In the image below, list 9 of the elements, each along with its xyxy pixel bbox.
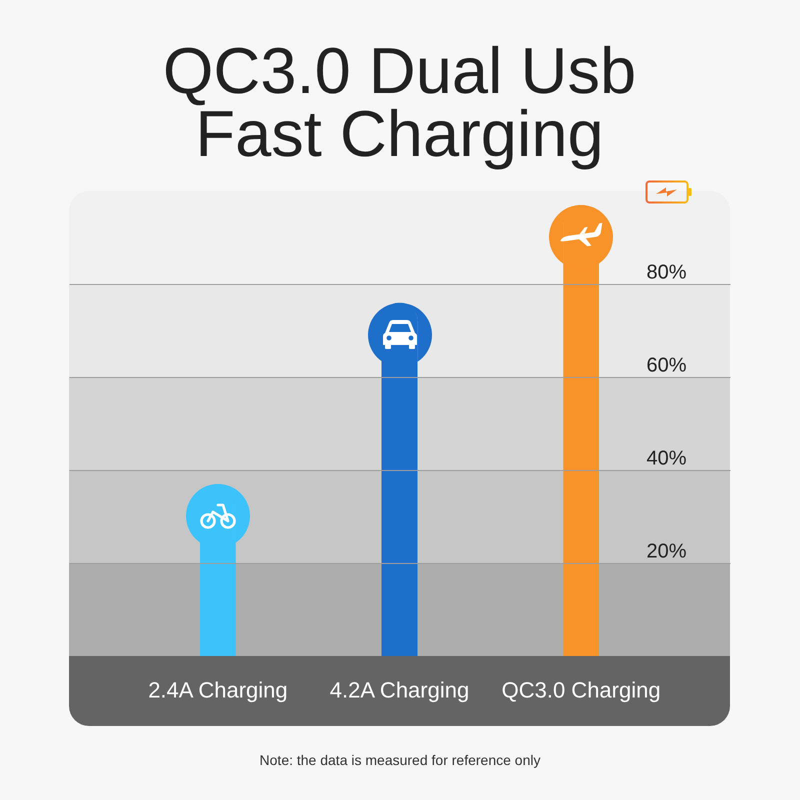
y-tick-label: 80% bbox=[646, 262, 687, 284]
y-tick-label: 20% bbox=[646, 540, 687, 562]
x-tick-label: 4.2A Charging bbox=[330, 678, 470, 702]
x-tick-label: QC3.0 Charging bbox=[502, 678, 661, 702]
x-tick-label: 2.4A Charging bbox=[148, 678, 288, 702]
text: Note: the data is measured for reference only bbox=[258, 751, 542, 769]
chart-title: QC3.0 Dual Usb Fast Charging bbox=[162, 34, 636, 170]
y-tick-label: 60% bbox=[646, 354, 687, 376]
y-tick-label: 40% bbox=[646, 448, 687, 470]
